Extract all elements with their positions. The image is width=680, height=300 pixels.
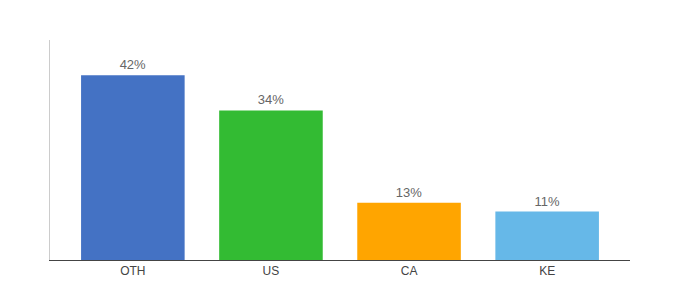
svg-text:US: US	[263, 264, 280, 278]
svg-text:13%: 13%	[396, 185, 422, 200]
svg-text:KE: KE	[539, 264, 555, 278]
svg-text:CA: CA	[401, 264, 418, 278]
svg-text:34%: 34%	[258, 92, 284, 107]
svg-text:11%: 11%	[534, 194, 559, 209]
svg-text:OTH: OTH	[120, 264, 145, 278]
svg-text:42%: 42%	[120, 57, 146, 72]
